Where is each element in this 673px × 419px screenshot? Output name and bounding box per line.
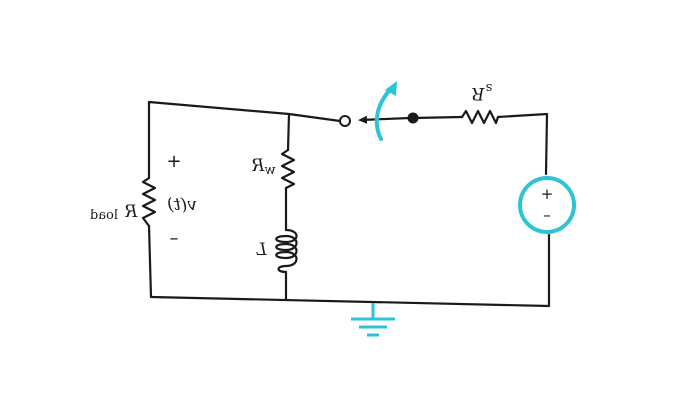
switch-open-contact <box>339 115 351 127</box>
bottom-wire <box>149 233 551 308</box>
right-top-wire <box>496 112 549 176</box>
left-wire-lower <box>147 224 153 299</box>
mid-wire-top <box>286 112 291 152</box>
wires <box>147 100 551 308</box>
voltage-plus-sign: + <box>166 151 181 172</box>
switch-motion-arrowhead <box>385 81 397 96</box>
svg-text:load: load <box>90 208 118 223</box>
inductor <box>275 228 298 274</box>
rload-resistor <box>141 176 157 228</box>
source-minus-sign: – <box>543 206 551 224</box>
voltage-source-icon: + – <box>518 176 576 234</box>
rs-resistor <box>460 109 500 125</box>
svg-text:R: R <box>124 202 138 222</box>
top-wire-left <box>147 100 342 123</box>
ground-icon <box>351 303 395 337</box>
rw-resistor <box>280 148 296 190</box>
rw-label: R w <box>251 156 275 178</box>
switch-pivot-dot <box>407 112 419 124</box>
switch-motion-arrow-icon <box>374 85 395 141</box>
rs-left-lead <box>411 115 464 120</box>
svg-text:R: R <box>251 156 265 176</box>
rload-label: R load <box>90 202 138 223</box>
switch <box>339 81 419 141</box>
svg-text:s: s <box>486 80 493 95</box>
voltage-minus-sign: – <box>170 228 179 249</box>
rs-label: R s <box>471 80 492 103</box>
voltage-source-circle <box>518 176 576 234</box>
inductor-label: L <box>255 240 267 260</box>
switch-blade <box>358 115 411 124</box>
source-plus-sign: + <box>541 185 554 203</box>
voltage-label: v(t) <box>167 195 197 215</box>
svg-text:w: w <box>264 163 275 178</box>
svg-text:R: R <box>471 83 485 103</box>
